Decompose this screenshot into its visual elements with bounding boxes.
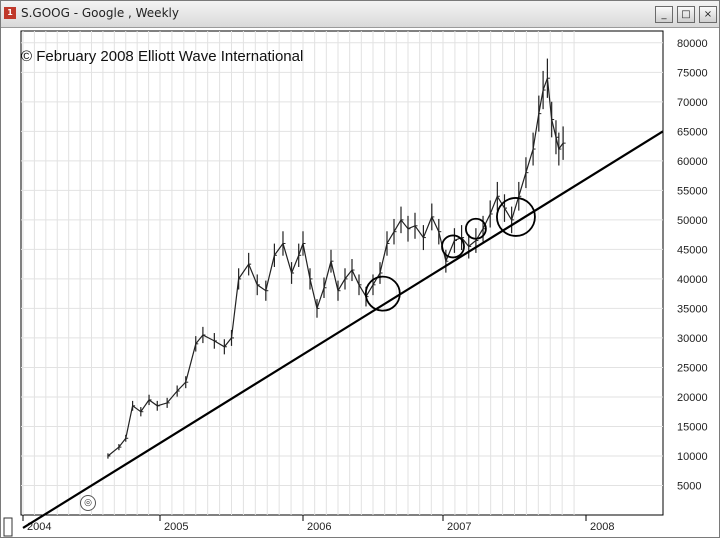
title-bar[interactable]: 1 S.GOOG - Google , Weekly _ □ × [1,1,719,28]
scroll-handle [3,517,13,537]
minimize-button[interactable]: _ [655,6,673,23]
copyright-notice: © February 2008 Elliott Wave Internation… [21,48,304,65]
y-tick-label: 50000 [677,215,708,227]
x-tick-label: 2008 [590,521,614,533]
trendline [22,130,664,529]
trendline-touch-circle [441,234,465,259]
y-tick-label: 75000 [677,67,708,79]
trendline-touch-circle [464,217,487,240]
y-tick-label: 55000 [677,185,708,197]
x-tick-label: 2006 [307,521,331,533]
x-tick-label: 2005 [164,521,188,533]
y-tick-label: 35000 [677,303,708,315]
symbol-marker-icon: ◎ [80,495,96,511]
y-tick-label: 60000 [677,156,708,168]
y-tick-label: 15000 [677,421,708,433]
y-tick-label: 80000 [677,38,708,50]
y-tick-label: 65000 [677,126,708,138]
y-tick-label: 20000 [677,392,708,404]
x-tick-label: 2007 [447,521,471,533]
y-tick-label: 40000 [677,274,708,286]
trendline-touch-circle [364,275,401,312]
y-tick-label: 45000 [677,244,708,256]
y-tick-label: 25000 [677,362,708,374]
close-button[interactable]: × [699,6,717,23]
y-tick-label: 30000 [677,333,708,345]
y-tick-label: 5000 [677,480,701,492]
maximize-button[interactable]: □ [677,6,695,23]
window-title: S.GOOG - Google , Weekly [21,6,179,20]
y-tick-label: 10000 [677,451,708,463]
chart-app-icon: 1 [4,7,16,19]
y-tick-label: 70000 [677,97,708,109]
plot-area [20,30,664,516]
x-tick-label: 2004 [27,521,51,533]
trendline-touch-circle [496,197,536,237]
